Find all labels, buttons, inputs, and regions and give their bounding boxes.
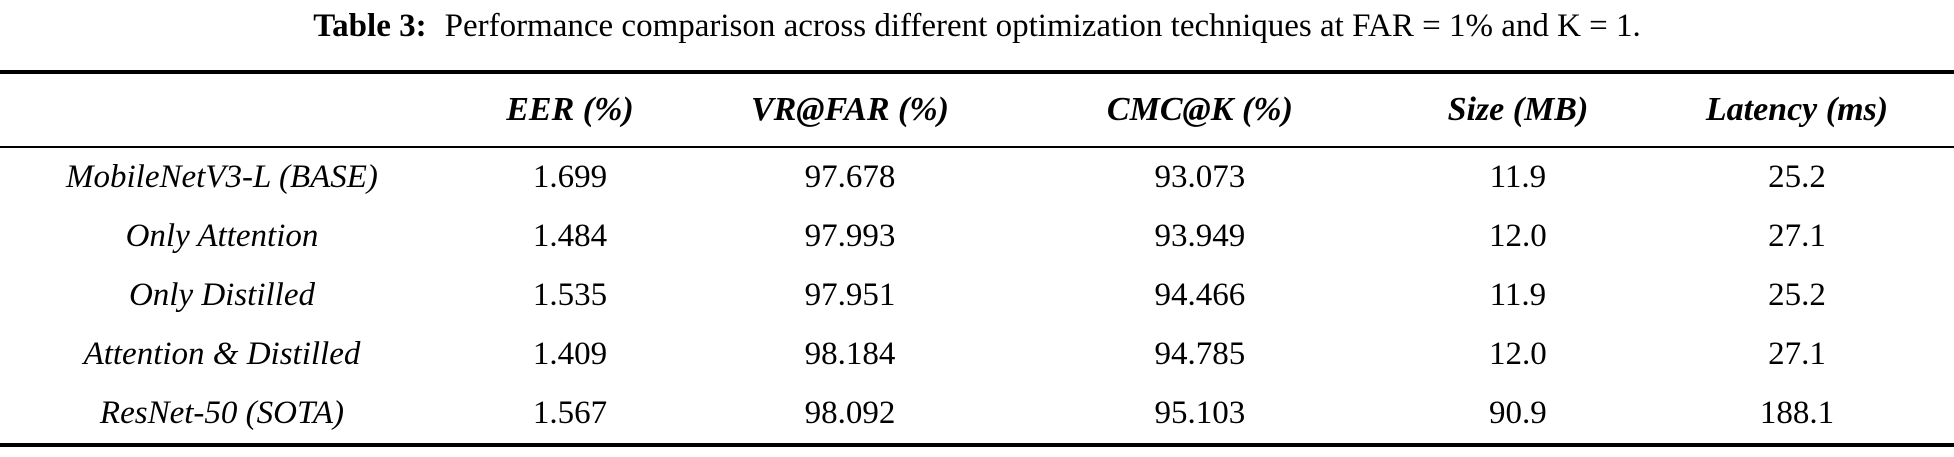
cell-value: 12.0 — [1489, 336, 1547, 372]
cell-value: 188.1 — [1759, 395, 1835, 431]
table-caption: Table 3: Performance comparison across di… — [0, 0, 1954, 46]
cell-value: 97.993 — [804, 218, 896, 254]
cell-value: 11.9 — [1489, 159, 1547, 195]
cell-value: 93.949 — [1154, 218, 1246, 254]
cell-value: 90.9 — [1489, 395, 1547, 431]
cell-value: 25.2 — [1768, 277, 1826, 313]
row-label: Only Distilled — [128, 277, 315, 313]
cell-value: 1.409 — [532, 336, 608, 372]
column-header-latency: Latency (ms) — [1639, 72, 1954, 148]
cell-value: 1.535 — [532, 277, 608, 313]
cell-value: 25.2 — [1768, 159, 1826, 195]
cell-value: 1.484 — [532, 218, 608, 254]
performance-table: EER (%) VR@FAR (%) CMC@K (%) Size (MB) L… — [0, 70, 1954, 447]
cell-value: 94.466 — [1154, 277, 1246, 313]
cell-value: 98.184 — [804, 336, 896, 372]
table-row: Only Distilled 1.535 97.951 94.466 11.9 … — [0, 266, 1954, 325]
cell-value: 97.951 — [804, 277, 896, 313]
table-row: Attention & Distilled 1.409 98.184 94.78… — [0, 325, 1954, 384]
table-caption-text: Performance comparison across different … — [444, 8, 1641, 44]
row-label: Attention & Distilled — [83, 336, 361, 372]
table-row: MobileNetV3-L (BASE) 1.699 97.678 93.073… — [0, 147, 1954, 207]
cell-value: 12.0 — [1489, 218, 1547, 254]
table-row: ResNet-50 (SOTA) 1.567 98.092 95.103 90.… — [0, 384, 1954, 445]
row-label: ResNet-50 (SOTA) — [99, 395, 345, 431]
cell-value: 27.1 — [1768, 218, 1826, 254]
cell-value: 97.678 — [804, 159, 896, 195]
column-header-cmc-k: CMC@K (%) — [1003, 72, 1396, 148]
column-header-size: Size (MB) — [1395, 72, 1640, 148]
column-header-blank — [0, 72, 444, 148]
cell-value: 11.9 — [1489, 277, 1547, 313]
column-header-vr-far: VR@FAR (%) — [696, 72, 1004, 148]
cell-value: 95.103 — [1154, 395, 1246, 431]
header-row: EER (%) VR@FAR (%) CMC@K (%) Size (MB) L… — [0, 72, 1954, 148]
row-label: MobileNetV3-L (BASE) — [66, 159, 378, 195]
cell-value: 94.785 — [1154, 336, 1246, 372]
cell-value: 1.567 — [532, 395, 608, 431]
table-row: Only Attention 1.484 97.993 93.949 12.0 … — [0, 207, 1954, 266]
row-label: Only Attention — [125, 218, 319, 254]
cell-value: 93.073 — [1154, 159, 1246, 195]
cell-value: 98.092 — [804, 395, 896, 431]
cell-value: 27.1 — [1768, 336, 1826, 372]
cell-value: 1.699 — [532, 159, 608, 195]
column-header-eer: EER (%) — [443, 72, 696, 148]
table-caption-label: Table 3: — [313, 8, 427, 44]
